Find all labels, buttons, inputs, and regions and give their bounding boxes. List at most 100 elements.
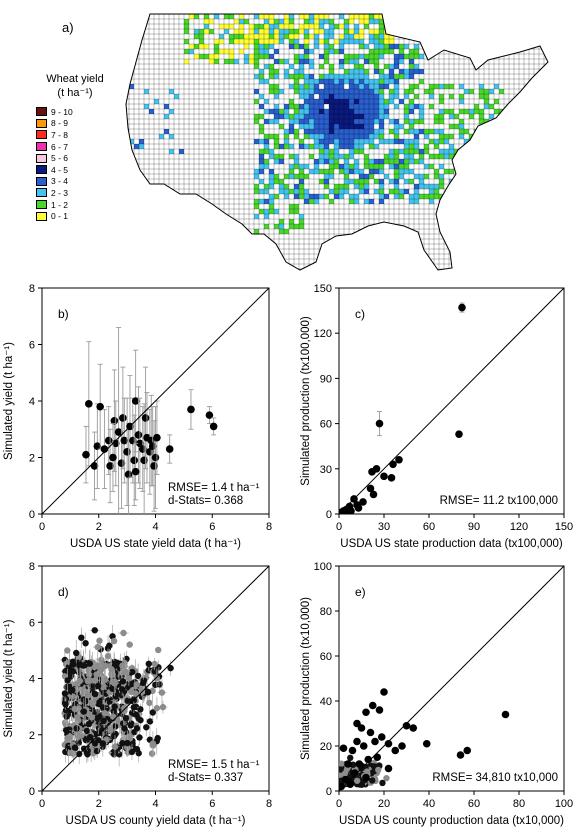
x-tick-label: 4: [152, 798, 158, 810]
county-cell: [304, 194, 309, 199]
county-cell: [449, 189, 454, 194]
county-cell: [489, 154, 494, 159]
county-cell: [304, 99, 309, 104]
county-cell: [264, 134, 269, 139]
county-cell: [424, 149, 429, 154]
county-cell: [399, 59, 404, 64]
county-cell: [309, 89, 314, 94]
county-cell: [404, 54, 409, 59]
county-cell: [449, 109, 454, 114]
county-cell: [284, 229, 289, 234]
county-cell: [289, 19, 294, 24]
data-point: [104, 652, 112, 660]
county-cell: [304, 134, 309, 139]
county-cell: [379, 194, 384, 199]
county-cell: [309, 124, 314, 129]
county-cell: [249, 29, 254, 34]
county-cell: [334, 49, 339, 54]
county-cell: [279, 89, 284, 94]
county-cell: [324, 114, 329, 119]
data-point: [369, 777, 376, 784]
county-cell: [289, 219, 294, 224]
data-point: [395, 455, 403, 464]
county-cell: [359, 114, 364, 119]
county-cell: [284, 24, 289, 29]
county-cell: [254, 199, 259, 204]
county-cell: [384, 49, 389, 54]
county-cell: [319, 114, 324, 119]
county-cell: [359, 134, 364, 139]
county-cell: [434, 169, 439, 174]
county-cell: [269, 44, 274, 49]
county-cell: [374, 134, 379, 139]
county-cell: [354, 114, 359, 119]
county-cell: [369, 134, 374, 139]
county-cell: [399, 69, 404, 74]
county-cell: [289, 74, 294, 79]
county-cell: [399, 164, 404, 169]
county-cell: [384, 174, 389, 179]
county-cell: [314, 129, 319, 134]
county-cell: [224, 14, 229, 19]
county-cell: [264, 34, 269, 39]
county-cell: [249, 24, 254, 29]
county-cell: [194, 44, 199, 49]
county-cell: [329, 79, 334, 84]
county-cell: [354, 134, 359, 139]
county-cell: [424, 89, 429, 94]
data-point: [371, 737, 379, 746]
data-point: [344, 760, 352, 768]
x-axis-label: USDA US county yield data (t ha⁻¹): [66, 815, 246, 827]
county-cell: [279, 189, 284, 194]
plot-area: [60, 624, 174, 767]
county-cell: [464, 184, 469, 189]
county-cell: [234, 39, 239, 44]
county-cell: [364, 174, 369, 179]
county-cell: [259, 69, 264, 74]
county-cell: [274, 84, 279, 89]
county-cell: [439, 139, 444, 144]
county-cell: [354, 54, 359, 59]
county-cell: [254, 49, 259, 54]
legend-swatch: [36, 176, 47, 186]
data-point: [108, 666, 115, 673]
data-point: [339, 760, 345, 767]
county-cell: [299, 184, 304, 189]
county-cell: [259, 74, 264, 79]
x-tick-label: 8: [266, 521, 272, 533]
county-cell: [379, 94, 384, 99]
county-cell: [394, 64, 399, 69]
data-point: [148, 442, 157, 450]
legend-item: 3 - 4: [36, 176, 120, 188]
county-cell: [419, 69, 424, 74]
county-cell: [229, 14, 234, 19]
county-cell: [379, 54, 384, 59]
county-cell: [189, 44, 194, 49]
county-cell: [359, 74, 364, 79]
data-point: [124, 744, 131, 752]
county-cell: [329, 119, 334, 124]
county-cell: [269, 194, 274, 199]
county-cell: [384, 114, 389, 119]
county-cell: [334, 109, 339, 114]
data-point: [159, 703, 167, 711]
y-tick-label: 0: [29, 786, 35, 798]
county-cell: [359, 179, 364, 184]
county-cell: [279, 19, 284, 24]
county-cell: [239, 19, 244, 24]
chart-county-yield: 0 2 4 6 8 0 2 4 6 8 USDA US county yield data (t h…: [3, 561, 272, 827]
county-cell: [439, 174, 444, 179]
county-cell: [274, 144, 279, 149]
stats-annotation: d-Stats= 0.368: [168, 495, 243, 507]
county-cell: [434, 194, 439, 199]
county-cell: [309, 14, 314, 19]
county-cell: [279, 59, 284, 64]
county-cell: [429, 189, 434, 194]
county-cell: [314, 139, 319, 144]
county-cell: [354, 29, 359, 34]
county-cell: [344, 164, 349, 169]
county-cell: [289, 99, 294, 104]
county-cell: [409, 144, 414, 149]
county-cell: [354, 104, 359, 109]
